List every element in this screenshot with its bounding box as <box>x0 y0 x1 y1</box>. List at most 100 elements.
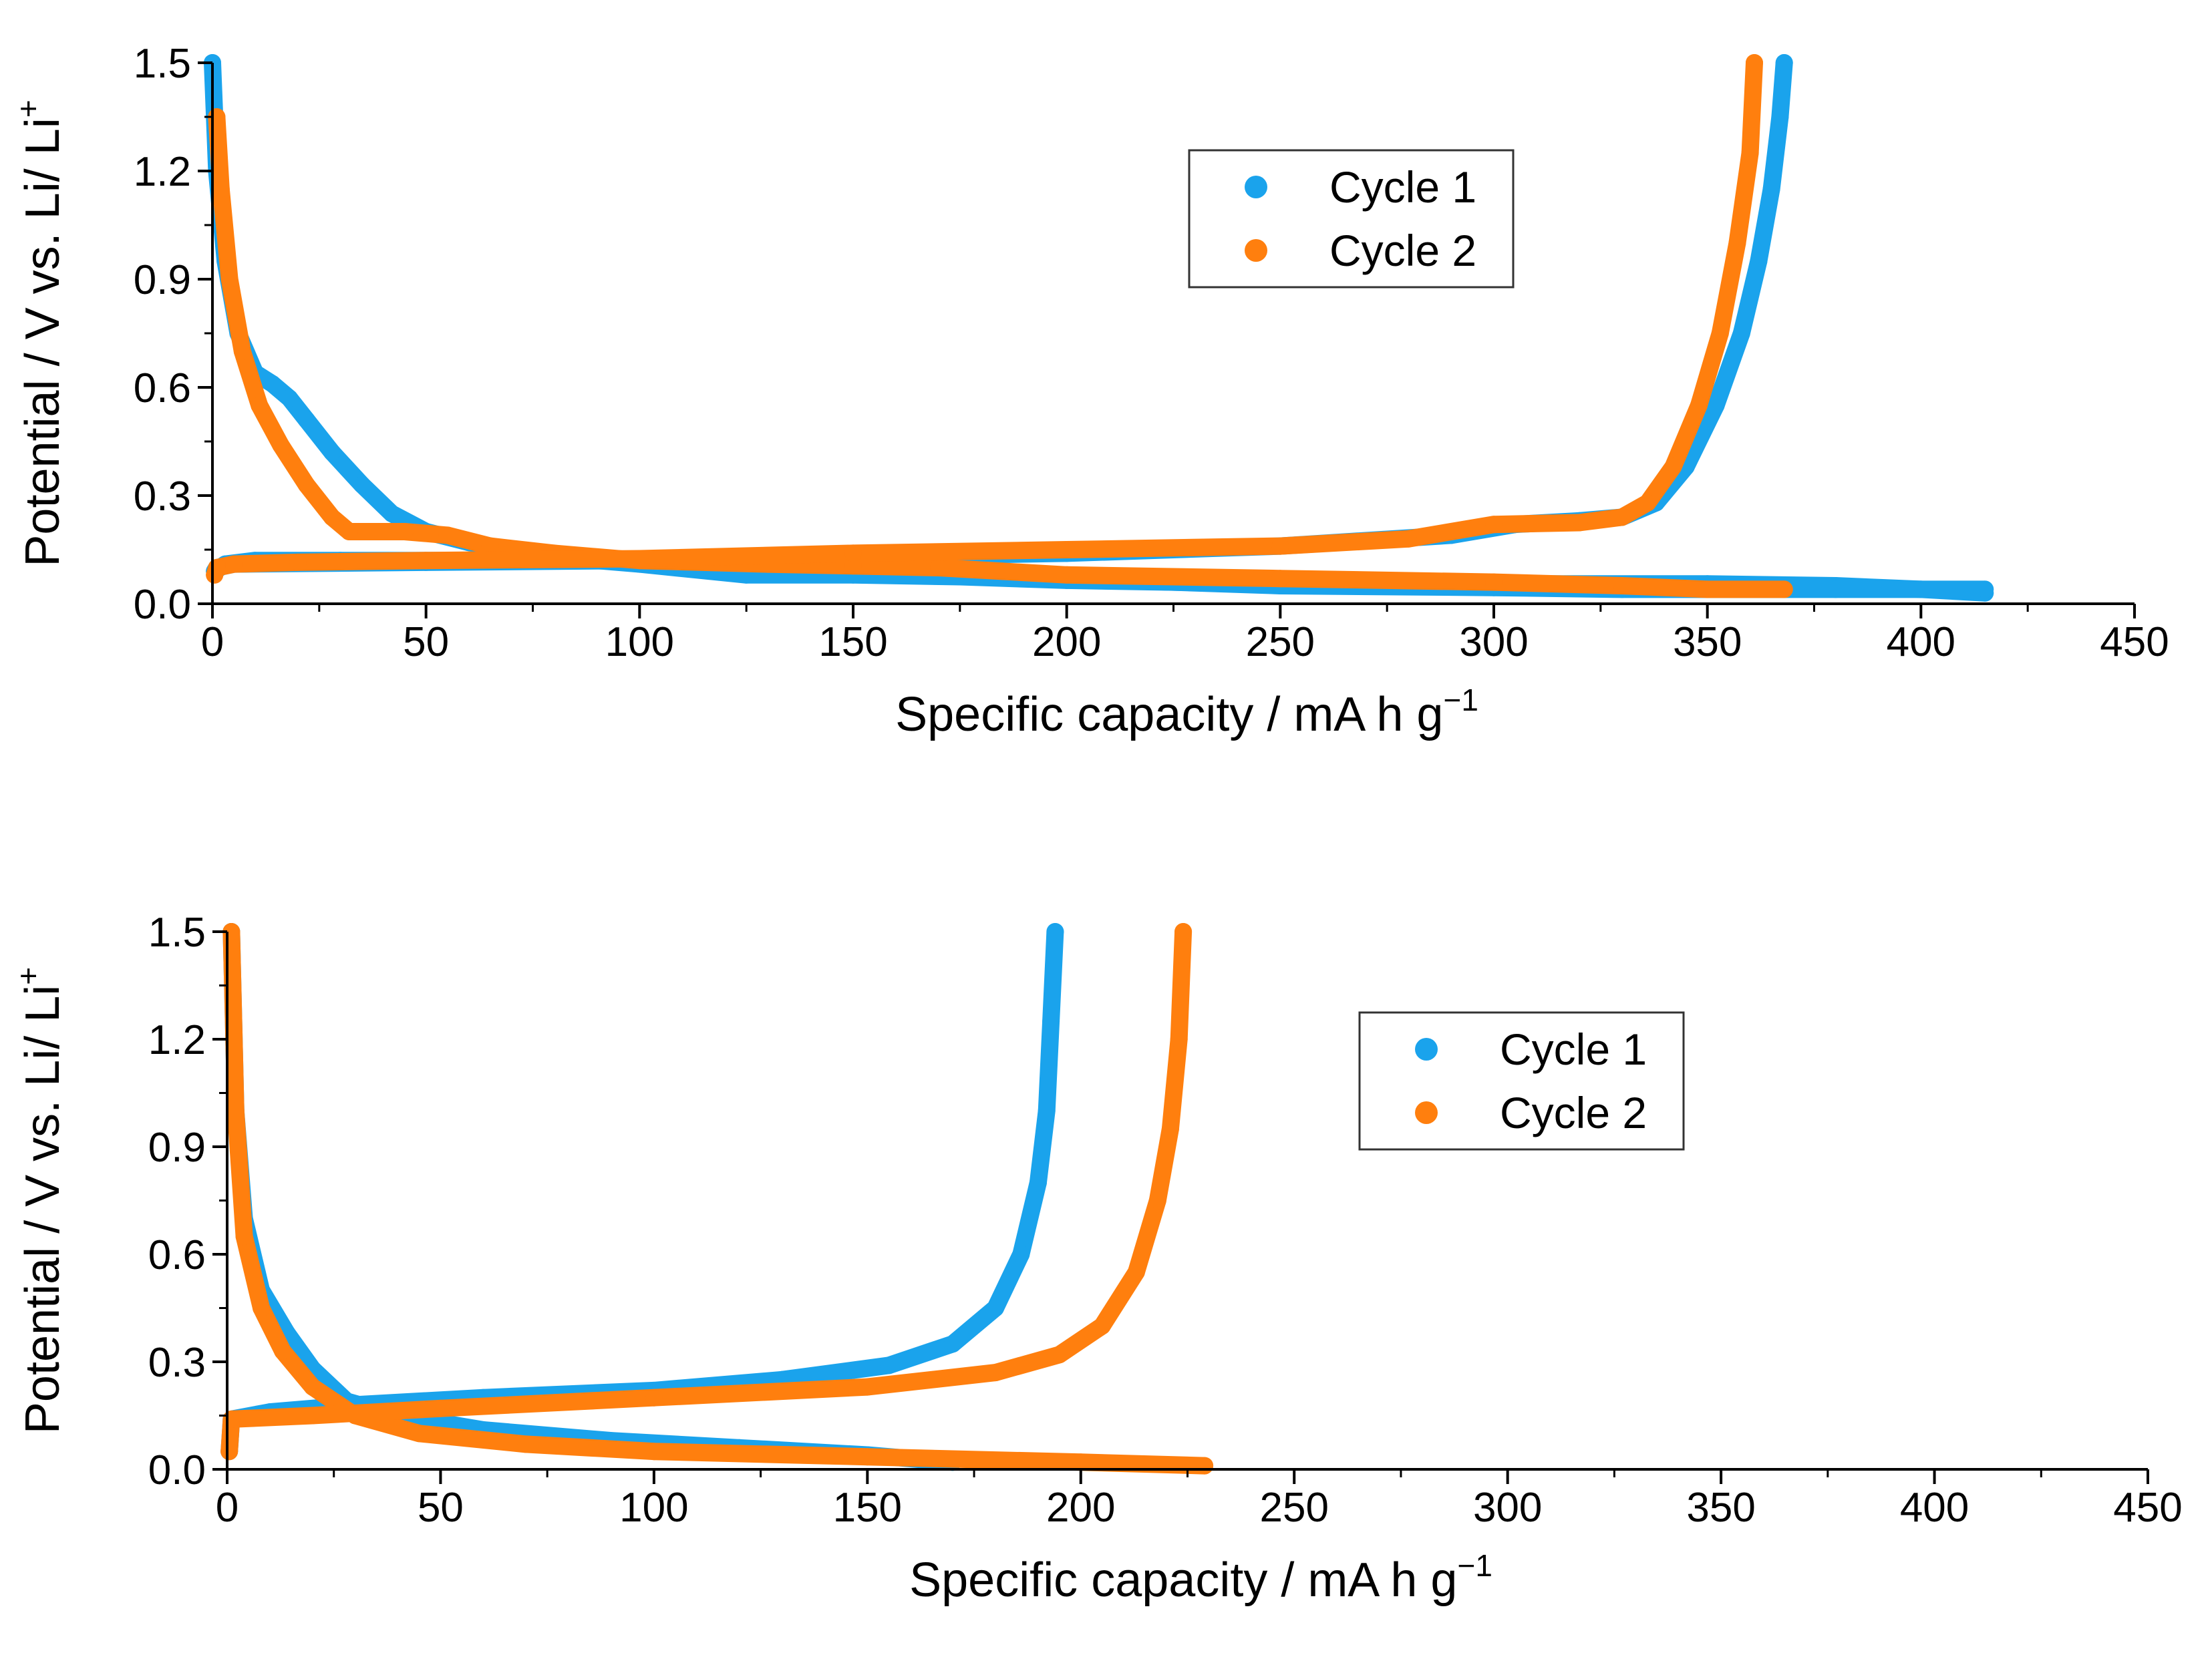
series-2-discharge-point <box>517 1435 535 1453</box>
series-2-charge-point <box>631 550 649 568</box>
series-2-discharge-point <box>297 476 315 494</box>
series-2-discharge-point <box>396 523 414 540</box>
series-2-charge-point <box>1127 1263 1145 1281</box>
series-2-charge-point <box>1613 508 1631 526</box>
series-2-discharge-point <box>645 1443 663 1461</box>
series-2-discharge-point <box>993 562 1011 580</box>
series-2-discharge-point <box>1072 1453 1090 1471</box>
x-tick-label: 200 <box>1046 1485 1115 1531</box>
series-1-charge-point <box>1012 1246 1030 1263</box>
x-tick-label: 300 <box>1459 619 1528 665</box>
series-1-charge-point <box>1029 1173 1047 1191</box>
series-2-charge-point <box>858 1378 877 1396</box>
series-1-discharge-point <box>383 505 401 522</box>
series-2-discharge-point <box>303 1378 321 1396</box>
series-2-discharge-point <box>235 1228 253 1246</box>
y-tick-label: 0.0 <box>148 1447 206 1493</box>
series-2-charge-point <box>1174 923 1193 940</box>
legend-marker-cycle-1 <box>1245 176 1267 198</box>
legend-marker-cycle-1 <box>1415 1038 1438 1061</box>
series-2-discharge-point <box>438 526 456 544</box>
series-2-charge-point <box>1170 1031 1188 1048</box>
x-tick-label: 100 <box>605 619 674 665</box>
series-1-charge-point <box>987 1299 1004 1317</box>
x-axis-title: Specific capacity / mA h g−1 <box>909 1548 1492 1607</box>
series-2-charge-point <box>1728 234 1746 252</box>
y-axis-title: Potential / V vs. Li/ Li+ <box>11 100 69 566</box>
legend-marker-cycle-2 <box>1245 239 1267 262</box>
series-2-discharge-point <box>274 1342 292 1360</box>
series-1-charge-point <box>1707 397 1725 414</box>
series-2-discharge-point <box>212 180 230 198</box>
series-2-charge-point <box>1690 397 1708 414</box>
series-1-charge-point <box>1750 252 1768 270</box>
chart-panel-top: 0 50 100 150 200 250 300 350 400 450 0.0 0.3 0.6 0.9 1… <box>11 41 2169 741</box>
legend-marker-cycle-2 <box>1415 1101 1438 1124</box>
series-2-discharge-point <box>226 1102 245 1120</box>
x-tick-label: 350 <box>1686 1485 1755 1531</box>
series-2-discharge-point <box>253 1299 271 1317</box>
legend-label-cycle-2: Cycle 2 <box>1329 226 1476 275</box>
x-tick-label: 200 <box>1032 619 1101 665</box>
x-axis-title-superscript: −1 <box>1443 683 1478 717</box>
y-tick-label: 1.5 <box>148 910 206 956</box>
y-tick-label: 0.0 <box>134 582 191 628</box>
y-axis-title-superscript: + <box>11 967 45 985</box>
x-tick-label: 250 <box>1246 619 1315 665</box>
series-2-charge-point <box>220 1443 239 1461</box>
series-2-charge-point <box>303 1407 321 1425</box>
series-1-discharge-point <box>281 389 299 407</box>
series-1-discharge-point <box>353 476 371 494</box>
y-axis-title-text: Potential / V vs. Li/ Li <box>16 985 69 1434</box>
legend: Cycle 1 Cycle 2 <box>1358 1011 1685 1151</box>
y-axis-title-text: Potential / V vs. Li/ Li <box>16 118 69 566</box>
x-tick-label: 250 <box>1259 1485 1328 1531</box>
series-2-charge-point <box>1058 541 1076 558</box>
x-tick-label: 150 <box>833 1485 902 1531</box>
series-2-discharge-point <box>1485 573 1503 591</box>
series-1-charge-point <box>1732 325 1750 342</box>
y-axis-title-superscript: + <box>11 100 45 118</box>
x-tick-label: 300 <box>1473 1485 1542 1531</box>
legend-label-cycle-1: Cycle 1 <box>1500 1025 1647 1074</box>
series-2-discharge-point <box>858 1448 877 1466</box>
series-2-charge-point <box>1639 494 1657 512</box>
series-2-charge-point <box>1093 1317 1111 1335</box>
y-tick-label: 1.2 <box>148 1017 206 1063</box>
series-2-charge-point <box>1148 1191 1166 1210</box>
series-1-discharge-point <box>323 443 341 462</box>
series-2-charge-point <box>417 552 435 570</box>
series-2-discharge-point <box>410 1425 428 1443</box>
series-2-discharge-point <box>233 343 251 360</box>
x-tick-label: 100 <box>619 1485 688 1531</box>
series-2-charge-point <box>844 544 862 562</box>
x-axis-title-superscript: −1 <box>1457 1548 1492 1583</box>
x-tick-label: 150 <box>818 619 887 665</box>
y-tick-label: 0.6 <box>148 1232 206 1278</box>
series-2-charge-point <box>208 559 226 576</box>
series-1-charge-point <box>1762 180 1780 198</box>
series-2-discharge-point <box>481 537 499 555</box>
series-1-charge-point <box>1771 108 1789 126</box>
x-tick-label: 350 <box>1673 619 1742 665</box>
x-tick-label: 50 <box>418 1485 464 1531</box>
series-1-discharge-point <box>297 411 315 429</box>
series-2-discharge-point <box>1271 570 1289 588</box>
legend-box <box>1358 1011 1685 1151</box>
y-axis-title: Potential / V vs. Li/ Li+ <box>11 967 69 1434</box>
series-2-charge-line <box>220 923 1193 1461</box>
series-2-charge-point <box>1711 325 1729 342</box>
legend: Cycle 1 Cycle 2 <box>1188 149 1515 289</box>
x-tick-label: 50 <box>403 619 449 665</box>
x-axis-title-text: Specific capacity / mA h g <box>895 688 1443 741</box>
series-2-charge-line <box>206 54 1763 584</box>
series-2-charge-point <box>1400 530 1418 548</box>
y-tick-label: 0.9 <box>134 257 191 303</box>
series-2-charge-point <box>645 1389 663 1407</box>
series-2-charge-point <box>222 1410 241 1428</box>
series-1-charge-point <box>1976 580 1994 598</box>
series-2-discharge-point <box>1775 580 1793 598</box>
series-2-charge-point <box>1485 516 1503 534</box>
x-axis-title: Specific capacity / mA h g−1 <box>895 683 1478 741</box>
